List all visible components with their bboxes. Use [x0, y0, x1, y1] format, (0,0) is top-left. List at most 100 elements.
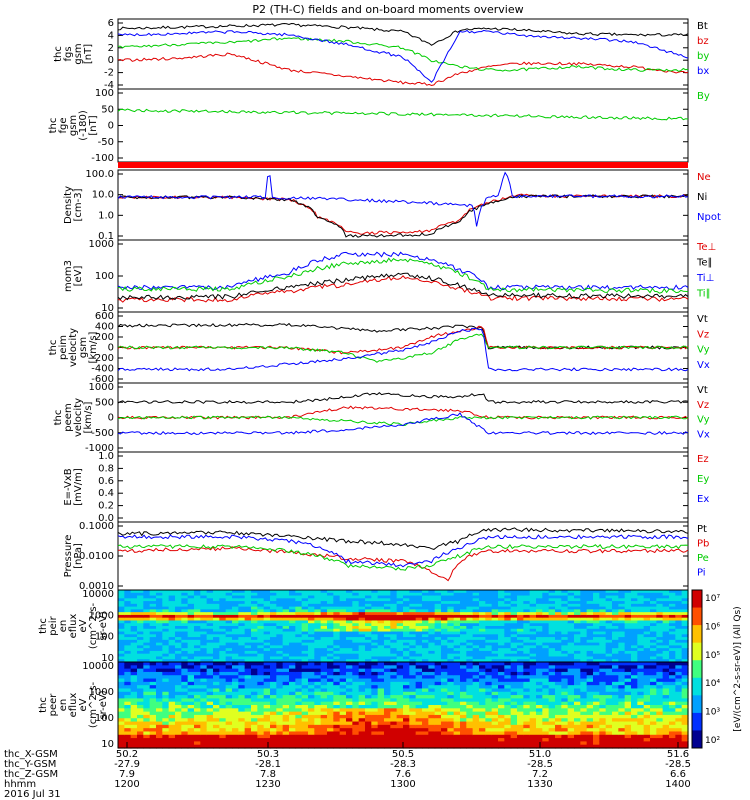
spectrogram-cell [118, 612, 125, 616]
spectrogram-cell [612, 711, 619, 716]
spectrogram-cell [270, 626, 277, 630]
spectrogram-cell [675, 698, 683, 703]
spectrogram-cell [498, 731, 505, 736]
spectrogram-cell [371, 691, 379, 696]
spectrogram-cell [175, 714, 182, 719]
spectrogram-cell [637, 614, 645, 619]
spectrogram-cell [555, 620, 562, 624]
spectrogram-cell [295, 648, 303, 652]
spectrogram-cell [194, 728, 201, 733]
spectrogram-cell [295, 688, 303, 693]
spectrogram-cell [637, 734, 645, 739]
spectrogram-cell [479, 606, 486, 610]
spectrogram-cell [257, 734, 265, 739]
spectrogram-cell [447, 675, 455, 680]
spectrogram-cell [561, 708, 569, 713]
spectrogram-cell [415, 606, 423, 610]
spectrogram-cell [118, 678, 125, 683]
spectrogram-cell [289, 685, 296, 690]
spectrogram-cell [548, 659, 556, 663]
spectrogram-cell [124, 708, 132, 713]
spectrogram-cell [637, 695, 645, 699]
spectrogram-cell [130, 665, 138, 670]
spectrogram-cell [447, 620, 455, 624]
spectrogram-cell [555, 681, 562, 686]
spectrogram-cell [453, 628, 461, 633]
spectrogram-cell [479, 656, 486, 660]
spectrogram-cell [612, 645, 619, 649]
spectrogram-cell [314, 711, 322, 716]
spectrogram-cell [377, 688, 385, 693]
spectrogram-cell [567, 648, 575, 652]
spectrogram-cell [352, 656, 360, 660]
spectrogram-cell [650, 698, 657, 703]
spectrogram-cell [612, 728, 619, 733]
spectrogram-cell [289, 741, 296, 746]
spectrogram-cell [485, 701, 493, 706]
spectrogram-cell [276, 650, 284, 655]
spectrogram-cell [536, 620, 543, 624]
spectrogram-cell [434, 698, 442, 703]
spectrogram-cell [479, 675, 486, 680]
spectrogram-cell [536, 721, 543, 726]
spectrogram-cell [605, 639, 613, 644]
spectrogram-cell [295, 590, 303, 594]
spectrogram-cell [124, 603, 132, 608]
spectrogram-cell [681, 614, 689, 619]
spectrogram-cell [586, 592, 594, 597]
spectrogram-cell [213, 653, 220, 658]
spectrogram-cell [504, 662, 512, 666]
spectrogram-cell [200, 691, 208, 696]
spectrogram-cell [339, 653, 347, 658]
spectrogram-cell [358, 734, 366, 739]
spectrogram-cell [599, 668, 607, 673]
spectrogram-cell [194, 724, 201, 729]
spectrogram-cell [124, 691, 132, 696]
spectrogram-cell [428, 695, 436, 699]
spectrogram-cell [656, 639, 664, 644]
spectrogram-cell [466, 728, 474, 733]
spectrogram-cell [485, 626, 493, 630]
spectrogram-cell [415, 691, 423, 696]
spectrogram-cell [681, 590, 689, 594]
spectrogram-cell [612, 681, 619, 686]
spectrogram-cell [593, 738, 600, 742]
spectrogram-cell [301, 626, 309, 630]
spectrogram-cell [219, 711, 227, 716]
spectrogram-cell [612, 688, 619, 693]
spectrogram-cell [200, 671, 208, 676]
spectrogram-cell [555, 708, 562, 713]
spectrogram-cell [149, 744, 157, 749]
spectrogram-cell [162, 603, 170, 608]
spectrogram-cell [593, 711, 600, 716]
spectrogram-cell [536, 701, 543, 706]
spectrogram-cell [631, 626, 638, 630]
spectrogram-cell [643, 614, 651, 619]
spectrogram-cell [181, 668, 189, 673]
spectrogram-cell [295, 612, 303, 616]
spectrogram-cell [314, 675, 322, 680]
spectrogram-cell [187, 705, 195, 709]
spectrogram-cell [162, 592, 170, 597]
spectrogram-cell [434, 744, 442, 749]
spectrogram-cell [213, 671, 220, 676]
spectrogram-cell [149, 653, 157, 658]
spectrogram-cell [618, 650, 626, 655]
spectrogram-cell [548, 701, 556, 706]
spectrogram-cell [422, 708, 429, 713]
spectrogram-cell [548, 731, 556, 736]
spectrogram-cell [453, 592, 461, 597]
spectrogram-cell [586, 718, 594, 723]
ytick-label: 6 [108, 18, 114, 29]
spectrogram-cell [460, 678, 467, 683]
spectrogram-cell [124, 590, 132, 594]
spectrogram-cell [371, 642, 379, 646]
spectrogram-cell [447, 609, 455, 613]
spectrogram-cell [643, 620, 651, 624]
spectrogram-cell [384, 650, 391, 655]
panel-ylabel-line: eV [78, 619, 89, 632]
spectrogram-cell [358, 744, 366, 749]
spectrogram-cell [320, 671, 328, 676]
spectrogram-cell [200, 675, 208, 680]
spectrogram-cell [156, 634, 163, 638]
